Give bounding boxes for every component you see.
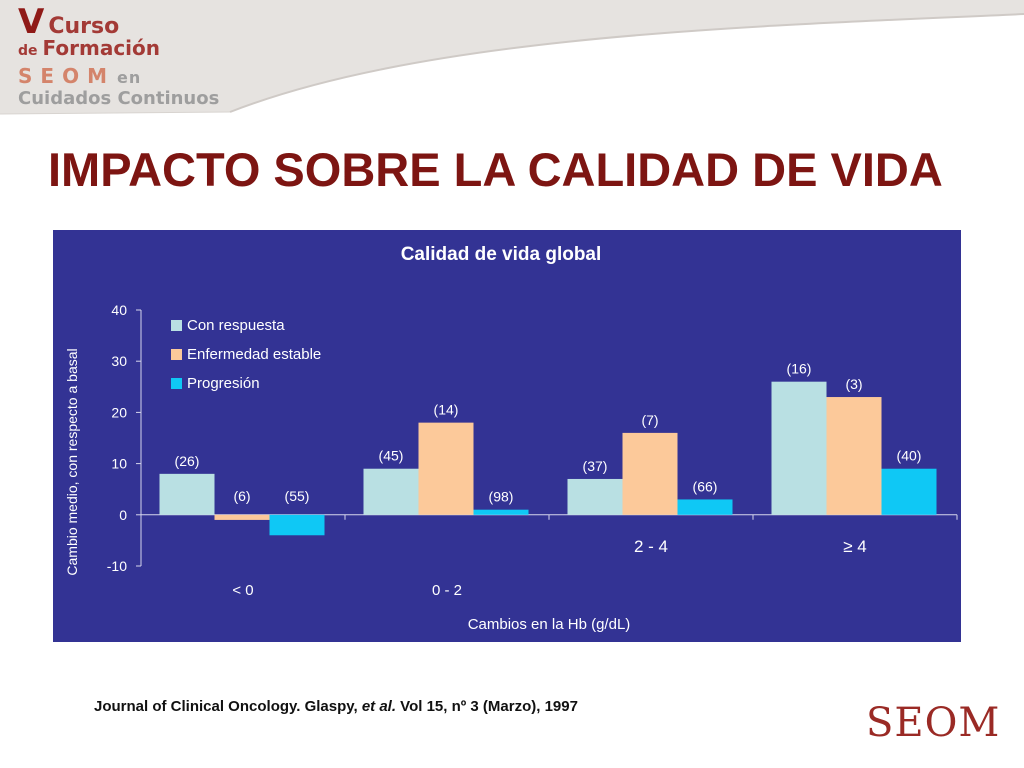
bar-data-label: (3) [845,376,862,392]
legend-swatch [171,320,182,331]
bar-3-1 [826,397,882,515]
bar-3-2 [881,468,937,515]
y-tick-label: 10 [111,456,127,472]
legend-item-label: Progresión [187,375,260,392]
logo-de: de [18,43,38,59]
chart-panel: Calidad de vida global -10 0 10 20 30 40 (26) (… [53,230,961,642]
bar-0-0 [159,473,215,515]
logo-line-1: V Curso [18,2,119,42]
y-tick-label: -10 [107,558,127,574]
bar-data-label: (45) [379,448,404,464]
category-label: < 0 [232,582,253,599]
slide-title: IMPACTO SOBRE LA CALIDAD DE VIDA [48,143,943,196]
y-tick-label: 30 [111,353,127,369]
bar-data-label: (37) [583,458,608,474]
bar-data-label: (16) [787,361,812,377]
bar-3-0 [771,381,827,515]
bar-data-label: (40) [897,448,922,464]
bar-2-2 [677,499,733,515]
y-tick-label: 20 [111,404,127,420]
bar-1-0 [363,468,419,515]
legend-item-label: Con respuesta [187,317,285,334]
bar-data-label: (26) [175,453,200,469]
bar-data-label: (66) [693,478,718,494]
chart-title: Calidad de vida global [401,244,602,265]
bar-data-label: (55) [285,488,310,504]
logo-curso: Curso [48,14,120,39]
bar-0-1 [214,514,270,520]
logo-en: en [116,68,142,87]
y-tick-label: 40 [111,302,127,318]
category-label: 2 - 4 [634,537,668,556]
chart-body: -10 0 10 20 30 40 (26) (45) (37) (16) (6) (14) (7) (3… [107,302,958,599]
legend-swatch [171,378,182,389]
bar-0-2 [269,514,325,536]
logo-seom: SEOM [18,64,115,88]
bar-1-2 [473,509,529,515]
bar-1-1 [418,422,474,515]
y-tick-label: 0 [119,507,127,523]
legend-swatch [171,349,182,360]
seom-logo: SEOM [866,700,1001,746]
category-label: 0 - 2 [432,582,462,599]
bar-2-1 [622,432,678,515]
bar-data-label: (14) [434,402,459,418]
logo-line-3: SEOM en [18,64,141,88]
citation-part-1: Journal of Clinical Oncology. Glaspy, [94,698,362,715]
logo-line-4: Cuidados Continuos [18,88,219,109]
logo-cuidados: Cuidados Continuos [18,88,220,109]
category-label: ≥ 4 [843,537,867,556]
bar-data-label: (98) [489,489,514,505]
logo-line-2: de Formación [18,36,160,60]
header-swoosh [0,0,1024,115]
citation: Journal of Clinical Oncology. Glaspy, et… [94,698,578,715]
bar-2-0 [567,478,623,515]
bar-data-label: (7) [641,412,658,428]
citation-part-2: Vol 15, nº 3 (Marzo), 1997 [396,698,578,715]
y-axis-label: Cambio medio, con respecto a basal [64,348,80,575]
logo-formacion: Formación [42,36,161,60]
x-axis-label: Cambios en la Hb (g/dL) [468,616,631,633]
citation-et-al: et al. [361,698,397,715]
bar-data-label: (6) [233,488,250,504]
logo-v: V [18,2,45,42]
legend-item-label: Enfermedad estable [187,346,321,363]
bar-chart: Calidad de vida global -10 0 10 20 30 40 (26) (… [64,244,958,633]
